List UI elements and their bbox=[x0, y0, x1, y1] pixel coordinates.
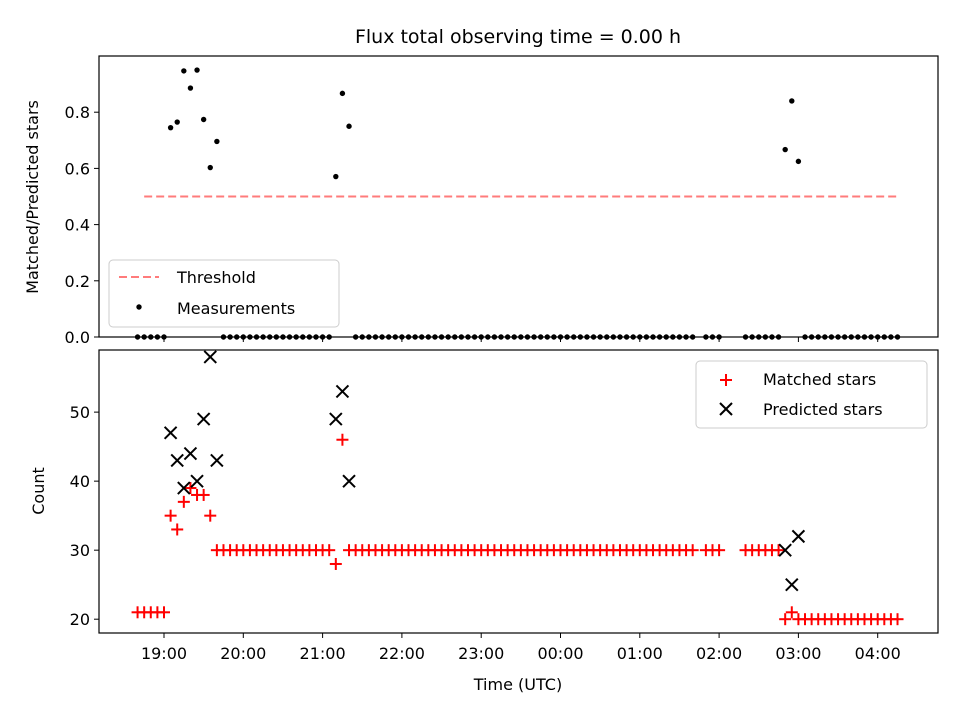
x-tick-label: 00:00 bbox=[537, 644, 583, 663]
predicted-star-point bbox=[170, 453, 184, 468]
top-legend: Threshold Measurements bbox=[108, 259, 340, 328]
predicted-star-point bbox=[190, 474, 204, 488]
measurement-point bbox=[214, 138, 220, 145]
matched-star-point bbox=[891, 613, 904, 626]
top-y-tick-label: 0.8 bbox=[65, 103, 90, 122]
measurement-point bbox=[200, 116, 207, 123]
measurement-point bbox=[187, 85, 194, 91]
top-y-tick-label: 0.6 bbox=[65, 159, 90, 178]
x-tick-label: 19:00 bbox=[141, 644, 187, 663]
top-x-ticks bbox=[163, 337, 879, 342]
measurement-point bbox=[194, 67, 200, 73]
predicted-star-point bbox=[210, 453, 224, 468]
predicted-star-point bbox=[785, 577, 799, 592]
top-plot-frame bbox=[98, 55, 939, 338]
legend-predicted-swatch bbox=[719, 402, 733, 416]
top-y-axis-label: Matched/Predicted stars bbox=[23, 100, 42, 294]
measurement-point bbox=[181, 68, 187, 74]
predicted-star-point bbox=[342, 474, 356, 488]
top-y-ticks: 0.0 0.2 0.4 0.6 0.8 bbox=[65, 103, 99, 347]
predicted-star-point bbox=[778, 543, 792, 557]
bottom-legend: Matched stars Predicted stars bbox=[695, 360, 928, 429]
legend-threshold-label: Threshold bbox=[176, 268, 256, 287]
legend-measurements-label: Measurements bbox=[177, 299, 295, 318]
measurement-point bbox=[167, 124, 174, 131]
x-tick-label: 22:00 bbox=[379, 644, 425, 663]
measurement-point bbox=[339, 90, 346, 97]
bottom-y-ticks: 20 30 40 50 bbox=[70, 403, 99, 629]
chart-title: Flux total observing time = 0.00 h bbox=[355, 26, 681, 48]
measurement-point bbox=[782, 146, 788, 153]
predicted-star-point bbox=[177, 481, 191, 495]
predicted-star-point bbox=[163, 426, 178, 440]
matched-star-point bbox=[184, 482, 197, 495]
matched-star-point bbox=[197, 488, 210, 501]
measurement-point bbox=[789, 98, 795, 104]
bottom-marks bbox=[131, 350, 904, 626]
predicted-star-point bbox=[791, 529, 806, 544]
bottom-y-tick-label: 30 bbox=[70, 541, 90, 560]
matched-star-point bbox=[323, 544, 336, 557]
x-tick-label: 20:00 bbox=[220, 644, 266, 663]
bottom-y-axis-label: Count bbox=[29, 467, 48, 515]
measurement-point bbox=[174, 119, 180, 125]
measurement-point bbox=[333, 173, 339, 180]
bottom-y-tick-label: 20 bbox=[70, 610, 90, 629]
bottom-panel: 20 30 40 50 19:00 20:00 21:00 22:00 23:00 00:00 0… bbox=[29, 349, 939, 694]
matched-star-point bbox=[713, 544, 726, 557]
predicted-star-point bbox=[196, 412, 211, 426]
matched-star-point bbox=[171, 523, 184, 536]
matched-star-point bbox=[686, 544, 699, 557]
matched-star-point bbox=[164, 509, 177, 522]
x-tick-label: 03:00 bbox=[775, 644, 821, 663]
measurement-point bbox=[795, 158, 802, 165]
predicted-star-point bbox=[183, 446, 198, 461]
legend-predicted-label: Predicted stars bbox=[763, 400, 883, 419]
matched-star-point bbox=[329, 557, 342, 570]
measurement-point bbox=[207, 164, 213, 171]
bottom-y-tick-label: 40 bbox=[70, 472, 90, 491]
x-tick-label: 21:00 bbox=[300, 644, 346, 663]
bottom-x-ticks: 19:00 20:00 21:00 22:00 23:00 00:00 01:00 02:00… bbox=[141, 633, 901, 663]
legend-matched-swatch bbox=[720, 374, 732, 386]
x-tick-label: 23:00 bbox=[458, 644, 504, 663]
legend-measurements-swatch bbox=[136, 304, 142, 310]
predicted-star-point bbox=[335, 384, 350, 399]
matched-star-point bbox=[177, 495, 190, 508]
top-y-tick-label: 0.0 bbox=[65, 328, 90, 347]
top-y-tick-label: 0.2 bbox=[65, 272, 90, 291]
matched-star-point bbox=[336, 433, 349, 446]
legend-matched-label: Matched stars bbox=[763, 370, 876, 389]
predicted-star-point bbox=[329, 412, 343, 426]
predicted-star-point bbox=[203, 350, 217, 364]
bottom-legend-frame bbox=[695, 360, 928, 429]
x-axis-label: Time (UTC) bbox=[473, 675, 562, 694]
matched-star-point bbox=[158, 606, 170, 619]
measurement-point bbox=[346, 123, 352, 129]
bottom-plot-frame bbox=[98, 349, 939, 634]
matched-star-point bbox=[772, 544, 785, 557]
top-panel: 0.00.20.40.60.8 Matched/Predicted stars … bbox=[23, 55, 939, 347]
matched-star-point bbox=[204, 509, 217, 522]
x-tick-label: 04:00 bbox=[855, 644, 901, 663]
matched-star-point bbox=[785, 606, 798, 619]
matched-star-point bbox=[779, 613, 792, 626]
bottom-y-tick-label: 50 bbox=[70, 403, 90, 422]
x-tick-label: 02:00 bbox=[696, 644, 742, 663]
x-tick-label: 01:00 bbox=[617, 644, 663, 663]
top-legend-frame bbox=[108, 259, 340, 328]
top-y-tick-label: 0.4 bbox=[65, 216, 90, 235]
